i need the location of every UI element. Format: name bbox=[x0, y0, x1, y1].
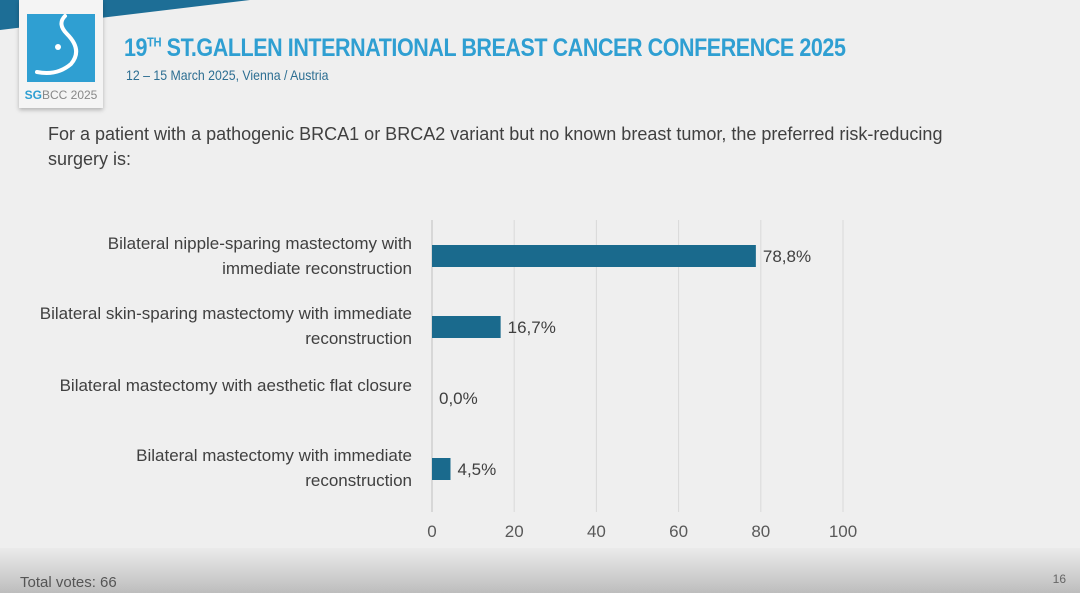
x-tick-label: 80 bbox=[751, 522, 770, 541]
category-label: Bilateral nipple-sparing mastectomy with… bbox=[107, 234, 412, 278]
page-number: 16 bbox=[1052, 572, 1066, 586]
total-votes: Total votes: 66 bbox=[20, 574, 117, 591]
bar bbox=[432, 316, 501, 338]
bar bbox=[432, 245, 756, 267]
bar bbox=[432, 458, 451, 480]
conference-subtitle: 12 – 15 March 2025, Vienna / Austria bbox=[126, 67, 329, 83]
category-label: Bilateral mastectomy with aesthetic flat… bbox=[59, 376, 412, 395]
category-label: Bilateral skin-sparing mastectomy with i… bbox=[39, 304, 412, 348]
data-label: 0,0% bbox=[439, 389, 478, 408]
poll-question: For a patient with a pathogenic BRCA1 or… bbox=[48, 124, 943, 169]
sgbcc-logo: SGBCC 2025 bbox=[19, 0, 103, 108]
breast-logo-icon bbox=[27, 14, 95, 82]
data-label: 4,5% bbox=[457, 460, 496, 479]
conference-title: 19TH ST.GALLEN INTERNATIONAL BREAST CANC… bbox=[124, 34, 846, 62]
footer-bar bbox=[0, 548, 1080, 593]
x-tick-label: 100 bbox=[829, 522, 857, 541]
data-label: 78,8% bbox=[763, 247, 811, 266]
logo-text: SGBCC 2025 bbox=[24, 88, 98, 102]
data-label: 16,7% bbox=[508, 318, 556, 337]
x-tick-label: 20 bbox=[505, 522, 524, 541]
x-tick-label: 60 bbox=[669, 522, 688, 541]
category-label: Bilateral mastectomy with immediate reco… bbox=[136, 446, 412, 490]
x-tick-label: 40 bbox=[587, 522, 606, 541]
x-tick-label: 0 bbox=[427, 522, 436, 541]
